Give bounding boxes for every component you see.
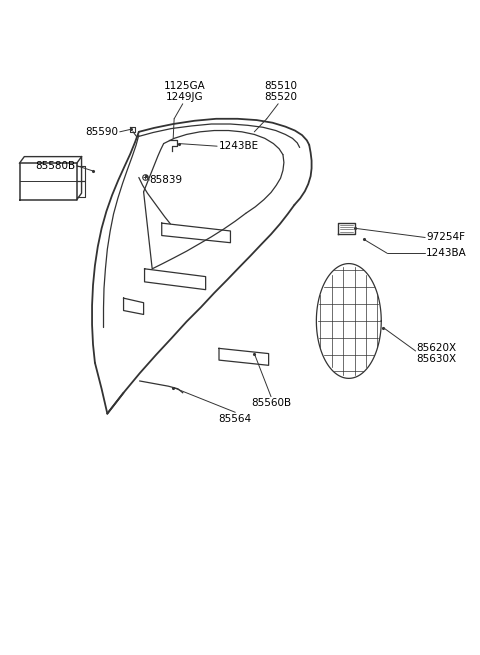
- Text: 85560B: 85560B: [251, 398, 291, 408]
- Text: 1243BA: 1243BA: [426, 248, 467, 258]
- Text: 85510
85520: 85510 85520: [264, 81, 297, 102]
- Text: 1243BE: 1243BE: [218, 141, 259, 151]
- Text: 1125GA
1249JG: 1125GA 1249JG: [164, 81, 206, 102]
- Text: 85590: 85590: [85, 127, 118, 137]
- Text: 85564: 85564: [219, 413, 252, 424]
- Text: 97254F: 97254F: [426, 233, 465, 242]
- Text: 85839: 85839: [149, 175, 182, 185]
- Text: 85580B: 85580B: [35, 160, 75, 171]
- Text: 85620X
85630X: 85620X 85630X: [417, 343, 456, 364]
